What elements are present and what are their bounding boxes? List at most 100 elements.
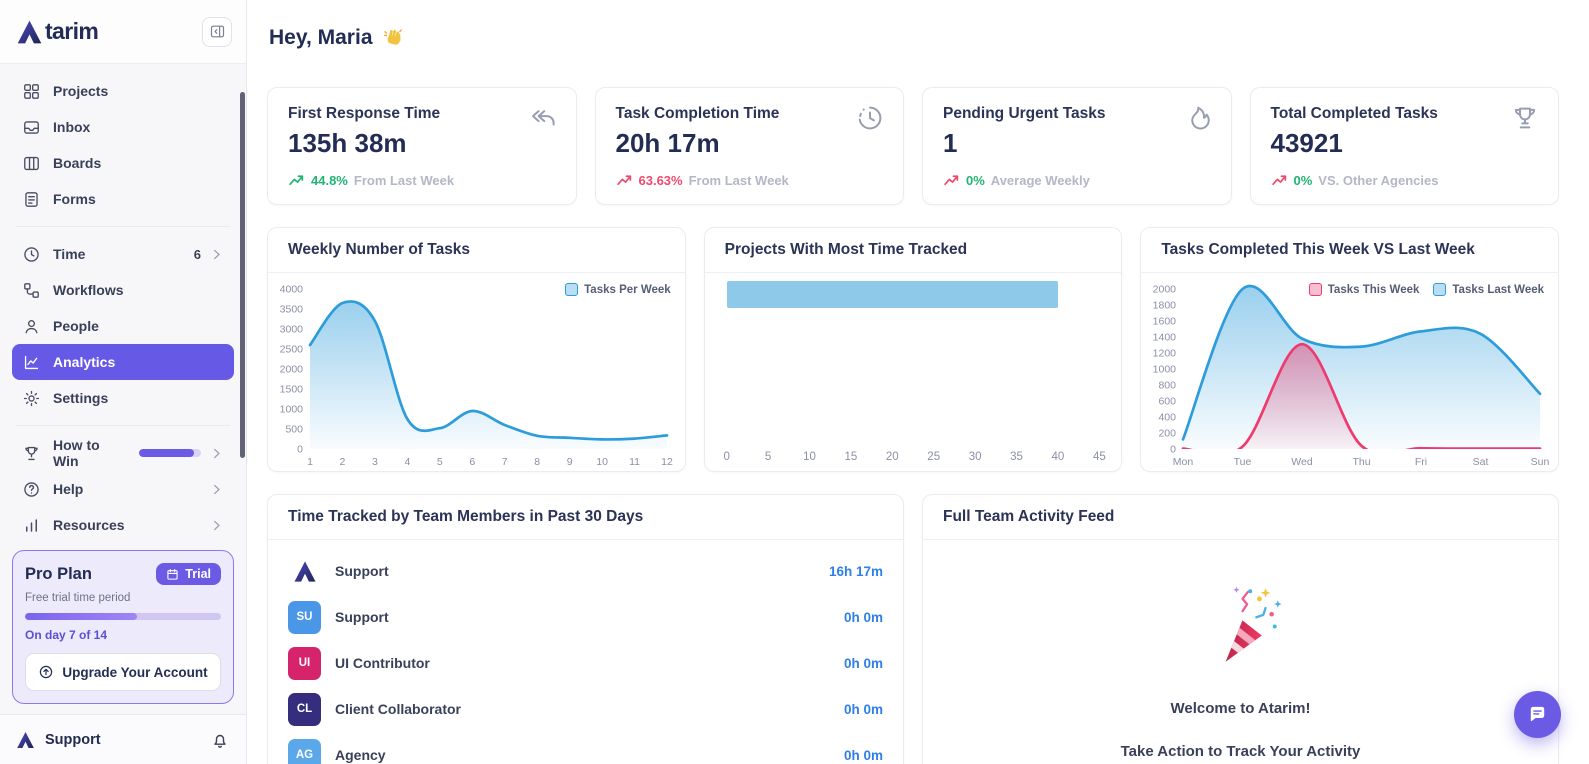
x-tick-label: 25 (927, 451, 941, 463)
svg-text:Sun: Sun (1531, 456, 1550, 468)
activity-cta-text: Take Action to Track Your Activity (1120, 743, 1361, 760)
trend-arrow-icon (616, 172, 633, 189)
chart-legend: Tasks This Week Tasks Last Week (1308, 283, 1544, 296)
sidebar-item-label: Analytics (53, 354, 116, 370)
sidebar-item-time[interactable]: Time 6 (12, 236, 234, 272)
stat-caption: VS. Other Agencies (1318, 173, 1439, 188)
sidebar-item-forms[interactable]: Forms (12, 181, 234, 217)
sidebar-item-people[interactable]: People (12, 308, 234, 344)
chevron-right-icon (209, 446, 224, 461)
brand-wordmark: tarim (45, 18, 99, 44)
avatar: SU (288, 600, 321, 634)
stats-row: First Response Time 135h 38m 44.8% From … (267, 87, 1559, 205)
line-chart-svg: 0 200 400 600 800 1000 1200 1400 1600 1800 2000 Mon… (1153, 284, 1550, 469)
activity-feed-card: Full Team Activity Feed (922, 494, 1559, 764)
sidebar-item-inbox[interactable]: Inbox (12, 109, 234, 145)
chart-title: Tasks Completed This Week VS Last Week (1141, 228, 1559, 273)
x-tick-label: 35 (1010, 451, 1023, 463)
stat-percent: 0% (966, 173, 985, 188)
avatar (288, 555, 321, 588)
svg-text:Sat: Sat (1473, 456, 1489, 468)
sidebar-item-boards[interactable]: Boards (12, 145, 234, 181)
svg-text:1200: 1200 (1153, 348, 1177, 360)
stat-title: Task Completion Time (615, 105, 780, 122)
member-name: Support (335, 563, 389, 579)
sidebar-item-how-to-win[interactable]: How to Win (12, 435, 234, 471)
chart-title: Weekly Number of Tasks (268, 228, 685, 273)
inbox-icon (22, 118, 41, 137)
atarim-logo[interactable]: tarim (16, 18, 99, 45)
legend-swatch (565, 283, 579, 296)
upgrade-account-button[interactable]: Upgrade Your Account (25, 653, 221, 691)
time-tracked-projects-card: Projects With Most Time Tracked 0 5 10 15 20… (703, 227, 1123, 472)
sidebar-item-label: Settings (53, 390, 109, 406)
stat-card-pending-urgent-tasks: Pending Urgent Tasks 1 0% Average Weekly (922, 87, 1232, 205)
x-tick-label: 5 (764, 451, 772, 463)
stat-value: 43921 (1270, 128, 1343, 158)
sidebar-item-workflows[interactable]: Workflows (12, 272, 234, 308)
greeting-text: Hey, Maria (269, 26, 373, 49)
svg-text:3000: 3000 (280, 324, 304, 336)
member-name: Support (335, 609, 389, 625)
svg-text:1000: 1000 (1153, 364, 1177, 376)
weekly-tasks-card: Weekly Number of Tasks Tasks Per Week 0 5… (267, 227, 686, 472)
member-time: 16h 17m (828, 563, 883, 579)
gear-icon (22, 389, 41, 408)
card-title: Time Tracked by Team Members in Past 30 … (268, 495, 903, 540)
sidebar-item-help[interactable]: Help (12, 471, 234, 507)
list-item[interactable]: UI UI Contributor 0h 0m (288, 640, 883, 686)
sidebar-item-label: Workflows (53, 282, 124, 298)
bell-icon[interactable] (210, 730, 230, 750)
svg-text:2000: 2000 (1153, 284, 1177, 296)
person-icon (22, 317, 41, 336)
member-time: 0h 0m (843, 701, 883, 717)
projects-bar-chart: 0 5 10 15 20 25 30 35 40 45 (705, 273, 1122, 471)
sidebar-collapse-button[interactable] (202, 16, 232, 47)
svg-text:Mon: Mon (1173, 456, 1194, 468)
time-tracked-bar (726, 281, 1058, 308)
x-tick-label: 0 (723, 451, 730, 463)
list-item[interactable]: CL Client Collaborator 0h 0m (288, 686, 883, 732)
form-icon (22, 190, 41, 209)
tasks-comparison-chart: 0 200 400 600 800 1000 1200 1400 1600 1800 2000 Mon… (1141, 273, 1558, 471)
page-title: Hey, Maria (269, 26, 1559, 50)
trophy-icon (1510, 103, 1540, 133)
sidebar-scrollbar[interactable] (240, 92, 245, 458)
sidebar-item-settings[interactable]: Settings (12, 380, 234, 416)
chat-launcher-button[interactable] (1514, 691, 1561, 738)
chevron-right-icon (209, 518, 224, 533)
chevron-right-icon (209, 247, 224, 262)
support-link[interactable]: Support (45, 731, 101, 748)
kanban-icon (22, 154, 41, 173)
list-item[interactable]: Support 16h 17m (288, 548, 883, 594)
legend-label: Tasks This Week (1327, 283, 1420, 296)
line-chart-icon (22, 353, 41, 372)
stat-title: Pending Urgent Tasks (943, 105, 1106, 122)
stat-value: 1 (943, 128, 958, 158)
clock-icon (22, 245, 41, 264)
question-circle-icon (22, 480, 41, 499)
list-item[interactable]: SU Support 0h 0m (288, 594, 883, 640)
sidebar-item-resources[interactable]: Resources (12, 507, 234, 543)
stat-percent: 44.8% (311, 173, 348, 188)
svg-text:800: 800 (1159, 380, 1177, 392)
workflow-icon (22, 281, 41, 300)
arrow-up-circle-icon (40, 665, 53, 679)
svg-text:6: 6 (469, 456, 475, 468)
sidebar-item-projects[interactable]: Projects (12, 73, 234, 109)
svg-text:1800: 1800 (1153, 300, 1177, 312)
svg-text:1000: 1000 (280, 404, 304, 416)
trend-arrow-icon (943, 172, 960, 189)
sidebar-item-analytics[interactable]: Analytics (12, 344, 234, 380)
x-tick-label: 40 (1051, 451, 1065, 463)
bars-icon (22, 516, 41, 535)
chart-title: Projects With Most Time Tracked (704, 228, 1122, 273)
calendar-icon (167, 568, 178, 580)
svg-text:2: 2 (340, 456, 346, 468)
trial-badge-label: Trial (185, 567, 211, 581)
list-item[interactable]: AG Agency 0h 0m (288, 732, 883, 764)
how-to-win-progress (139, 449, 201, 457)
stat-percent: 63.63% (638, 173, 683, 188)
trial-badge[interactable]: Trial (156, 563, 221, 585)
